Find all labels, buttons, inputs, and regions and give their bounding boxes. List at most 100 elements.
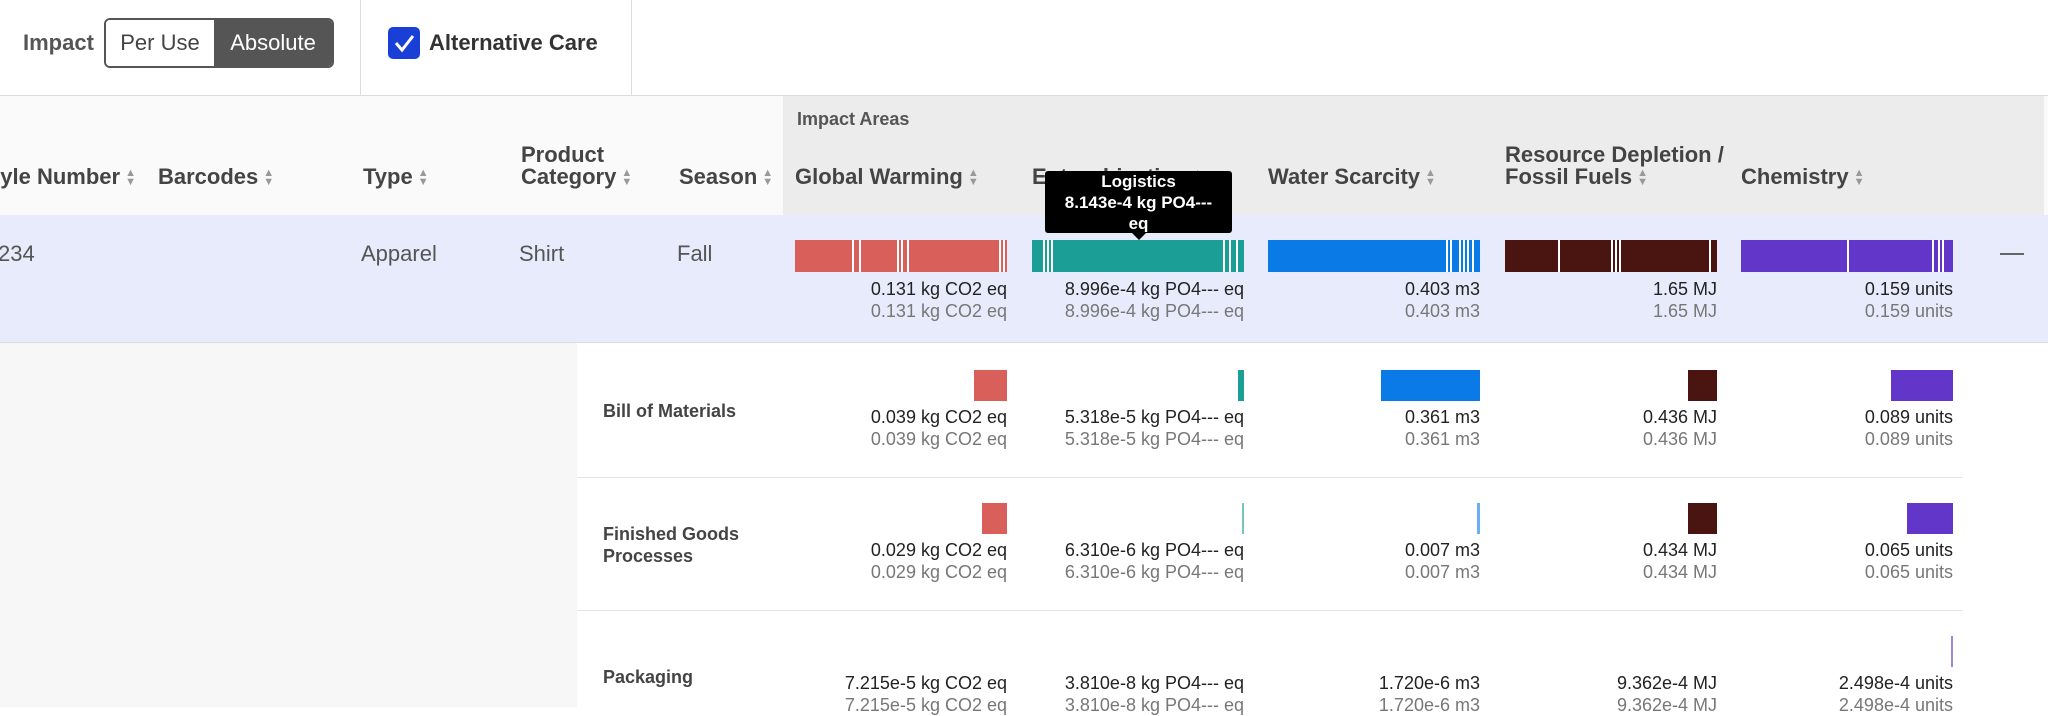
- collapse-button[interactable]: [2000, 253, 2024, 255]
- impact-column-header[interactable]: Chemistry ▲ ▼: [1741, 166, 1971, 188]
- tooltip-title: Logistics: [1101, 172, 1176, 191]
- subrow-bar[interactable]: [1238, 370, 1244, 401]
- sort-icon[interactable]: ▲▼: [1637, 167, 1649, 189]
- subrow-bar[interactable]: [1688, 370, 1717, 401]
- toggle-per-use[interactable]: Per Use: [106, 20, 214, 66]
- tooltip-arrow: [1131, 232, 1147, 240]
- impact-bar[interactable]: [1268, 240, 1480, 272]
- toolbar: Impact Per Use Absolute Alternative Care: [0, 0, 2048, 96]
- subrow-value: 0.434 MJ: [1642, 540, 1717, 560]
- column-header[interactable]: yle Number ▲ ▼: [0, 166, 136, 188]
- row-cell: Apparel: [361, 241, 437, 266]
- group-label: Impact Areas: [797, 109, 910, 129]
- subrow-value-alt: 0.029 kg CO2 eq: [870, 562, 1007, 582]
- tooltip: Logistics 8.143e-4 kg PO4--- eq: [1045, 171, 1232, 233]
- impact-value: 0.159 units: [1864, 279, 1953, 299]
- bar-segment-divider: [858, 240, 861, 272]
- impact-value-alt: 0.131 kg CO2 eq: [870, 301, 1007, 321]
- bar-segment-divider: [1467, 240, 1470, 272]
- subrow-bar[interactable]: [1891, 370, 1953, 401]
- bar-segment-divider: [1458, 240, 1461, 272]
- column-title: yle Number: [0, 164, 121, 189]
- subrow-bar[interactable]: [1381, 370, 1480, 401]
- bar-segment-divider: [1611, 240, 1613, 272]
- subrow-bar[interactable]: [1951, 636, 1953, 667]
- subrow-bar[interactable]: [1688, 503, 1717, 534]
- subrow-value: 6.310e-6 kg PO4--- eq: [1064, 540, 1244, 560]
- sort-icon[interactable]: ▲▼: [762, 167, 774, 189]
- subrow-bar[interactable]: [1242, 503, 1244, 534]
- column-header[interactable]: Type ▲ ▼: [363, 166, 513, 188]
- subrow-value-alt: 0.007 m3: [1404, 562, 1480, 582]
- impact-value: 1.65 MJ: [1652, 279, 1717, 299]
- sort-icon[interactable]: ▲▼: [1853, 167, 1865, 189]
- sort-icon[interactable]: ▲▼: [417, 167, 429, 189]
- subrow-label: Bill of Materials: [603, 401, 737, 421]
- bar-segment-divider: [1942, 240, 1945, 272]
- bar-segment-divider: [1708, 240, 1711, 272]
- divider: [360, 0, 361, 95]
- subrow-value-alt: 3.810e-8 kg PO4--- eq: [1064, 695, 1244, 715]
- main-row: [0, 215, 2048, 343]
- subrow-value-alt: 0.089 units: [1864, 429, 1953, 449]
- subrow-bar[interactable]: [1477, 503, 1480, 534]
- column-title: Type: [363, 164, 413, 189]
- column-title: Barcodes: [158, 164, 259, 189]
- subrow-bar[interactable]: [982, 503, 1007, 534]
- impact-column-header[interactable]: Global Warming ▲ ▼: [795, 166, 1025, 188]
- bar-segment-divider: [1235, 240, 1238, 272]
- sort-icon[interactable]: ▲▼: [125, 167, 136, 189]
- bar-segment-divider: [1051, 240, 1054, 272]
- toggle-absolute[interactable]: Absolute: [214, 20, 332, 66]
- subrow-value-alt: 1.720e-6 m3: [1378, 695, 1480, 715]
- subrow-value-alt: 0.436 MJ: [1642, 429, 1717, 449]
- checkbox-label[interactable]: Alternative Care: [429, 30, 598, 55]
- column-title: Product Category: [521, 142, 617, 189]
- row-cell: Shirt: [519, 241, 565, 266]
- subrow-value: 0.089 units: [1864, 407, 1953, 427]
- bar-segment-divider: [1615, 240, 1618, 272]
- impact-bar[interactable]: [1032, 240, 1244, 272]
- bar-segment-divider: [1558, 240, 1560, 272]
- subrow-divider: [577, 610, 1963, 611]
- bar-segment-divider: [998, 240, 1001, 272]
- check-icon: [394, 35, 415, 53]
- subrow-value: 7.215e-5 kg CO2 eq: [844, 673, 1007, 693]
- subrow-bar[interactable]: [1907, 503, 1953, 534]
- impact-header: [783, 96, 2044, 215]
- subrow-value: 9.362e-4 MJ: [1616, 673, 1717, 693]
- bar-segment-divider: [1046, 240, 1049, 272]
- subrow-value: 0.436 MJ: [1642, 407, 1717, 427]
- bar-segment-divider: [1229, 240, 1232, 272]
- column-header[interactable]: Season ▲ ▼: [679, 166, 829, 188]
- column-header[interactable]: Barcodes ▲ ▼: [158, 166, 308, 188]
- impact-label: Impact: [23, 30, 94, 55]
- impact-column-header[interactable]: Water Scarcity ▲ ▼: [1268, 166, 1498, 188]
- subrow-bar[interactable]: [974, 370, 1007, 401]
- subrow-value-alt: 7.215e-5 kg CO2 eq: [844, 695, 1007, 715]
- impact-column-header[interactable]: Resource Depletion / Fossil Fuels ▲ ▼: [1505, 144, 1735, 188]
- impact-value: 8.996e-4 kg PO4--- eq: [1064, 279, 1244, 299]
- column-header[interactable]: Product Category ▲ ▼: [521, 144, 671, 188]
- subrow-label: Packaging: [603, 667, 694, 687]
- sort-icon[interactable]: ▲▼: [621, 167, 633, 189]
- column-title: Water Scarcity: [1268, 164, 1421, 189]
- checkbox[interactable]: [388, 27, 420, 59]
- sort-icon[interactable]: ▲▼: [1425, 167, 1436, 189]
- tooltip-value: 8.143e-4 kg PO4--- eq: [1064, 193, 1213, 232]
- subrow-value: 0.361 m3: [1404, 407, 1480, 427]
- bar-segment-divider: [1471, 240, 1474, 272]
- impact-value-alt: 1.65 MJ: [1652, 301, 1717, 321]
- subrow-value-alt: 5.318e-5 kg PO4--- eq: [1064, 429, 1244, 449]
- impact-toggle: Per Use Absolute: [104, 18, 334, 68]
- subrow-gutter: [0, 343, 577, 707]
- sort-icon[interactable]: ▲▼: [967, 167, 979, 189]
- bar-segment-divider: [1450, 240, 1453, 272]
- sort-icon[interactable]: ▲▼: [263, 167, 275, 189]
- subrow-value: 0.065 units: [1864, 540, 1953, 560]
- bar-segment-divider: [1446, 240, 1449, 272]
- subrow-value: 5.318e-5 kg PO4--- eq: [1064, 407, 1244, 427]
- subrow-value: 2.498e-4 units: [1838, 673, 1953, 693]
- subrow-value-alt: 0.065 units: [1864, 562, 1953, 582]
- bar-segment-divider: [907, 240, 910, 272]
